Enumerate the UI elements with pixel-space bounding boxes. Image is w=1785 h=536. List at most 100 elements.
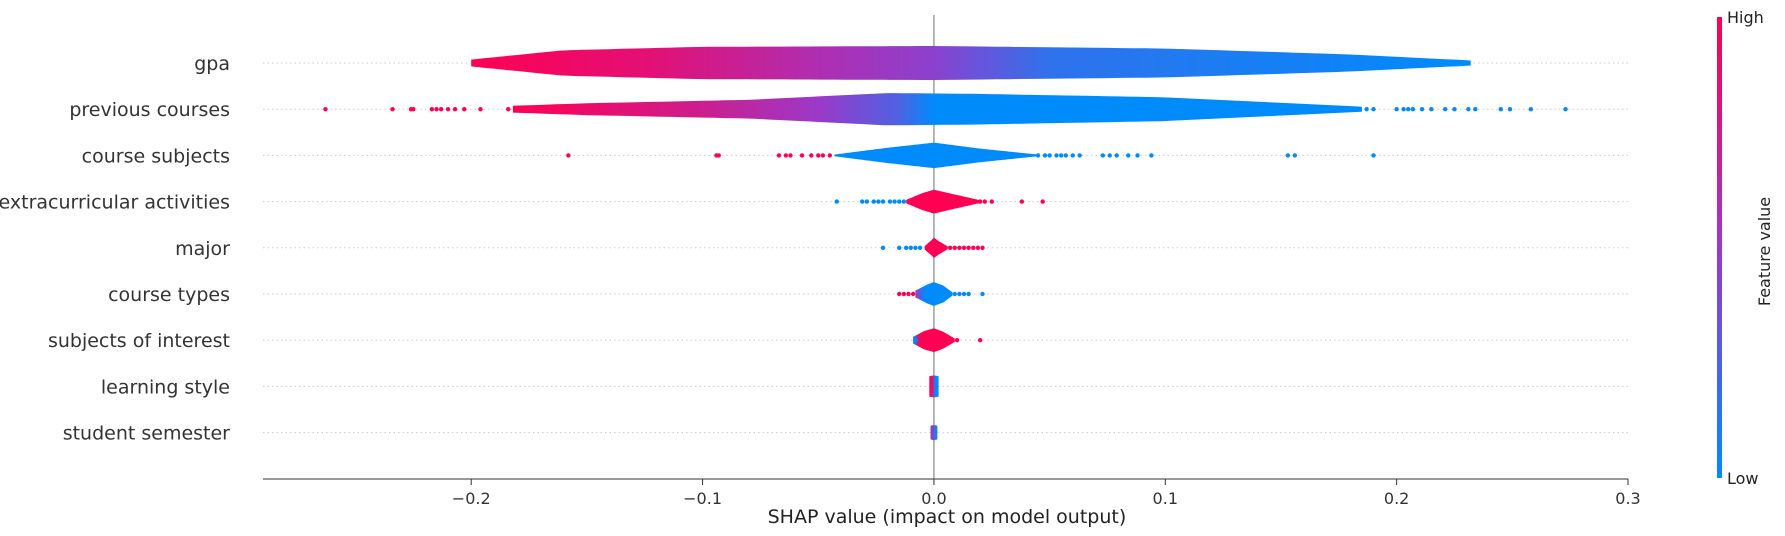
outlier-point: [1364, 107, 1369, 112]
outlier-point: [1371, 107, 1376, 112]
outlier-point: [783, 153, 789, 158]
outlier-point: [860, 199, 865, 204]
violin-course-types: [915, 282, 953, 306]
outlier-point: [323, 107, 328, 112]
outlier-point: [1114, 153, 1119, 158]
outlier-point: [411, 107, 416, 112]
outlier-points: [323, 107, 1568, 343]
outlier-point: [1394, 107, 1399, 112]
outlier-point: [566, 153, 571, 158]
outlier-point: [438, 107, 444, 112]
feature-label: previous courses: [69, 99, 230, 121]
outlier-point: [1443, 107, 1448, 112]
outlier-point: [897, 291, 902, 297]
outlier-point: [947, 245, 953, 250]
outlier-point: [966, 245, 971, 250]
outlier-point: [897, 199, 902, 204]
outlier-point: [820, 153, 826, 158]
outlier-point: [871, 199, 876, 204]
outlier-point: [952, 245, 957, 250]
outlier-point: [1077, 153, 1082, 158]
outlier-point: [980, 291, 985, 297]
outlier-point: [910, 291, 916, 297]
outlier-point: [799, 153, 805, 158]
outlier-point: [876, 199, 881, 204]
outlier-point: [880, 199, 886, 204]
outlier-point: [1507, 107, 1513, 112]
outlier-point: [1149, 153, 1154, 158]
colorbar-low-label: Low: [1727, 469, 1759, 488]
violins: [471, 46, 1471, 441]
colorbar-gradient: [1717, 17, 1722, 478]
violin-extracurricular-activities: [906, 189, 981, 214]
outlier-point: [892, 199, 897, 204]
feature-label: learning style: [101, 376, 230, 398]
outlier-point: [1419, 107, 1425, 112]
outlier-point: [1070, 153, 1075, 158]
outlier-point: [1135, 153, 1140, 158]
feature-label: course types: [108, 284, 230, 306]
outlier-point: [903, 245, 909, 250]
outlier-point: [1528, 107, 1534, 112]
feature-label: gpa: [194, 53, 230, 75]
outlier-point: [1019, 199, 1025, 204]
outlier-point: [1100, 153, 1106, 158]
outlier-point: [462, 107, 467, 112]
outlier-point: [1063, 153, 1069, 158]
colorbar-title: Feature value: [1755, 197, 1774, 306]
x-ticks: −0.2 −0.1 0.0 0.1 0.2 0.3: [452, 479, 1641, 508]
outlier-point: [1466, 107, 1471, 112]
x-tick-label: −0.2: [452, 489, 491, 508]
colorbar: High Low Feature value: [1717, 8, 1774, 488]
outlier-point: [716, 153, 721, 158]
outlier-point: [1054, 153, 1059, 158]
outlier-point: [1285, 153, 1291, 158]
outlier-point: [788, 153, 793, 158]
outlier-point: [954, 338, 960, 343]
outlier-point: [827, 153, 833, 158]
outlier-point: [1401, 107, 1406, 112]
outlier-point: [957, 291, 962, 297]
outlier-point: [908, 245, 913, 250]
feature-label: student semester: [63, 423, 230, 445]
violin-gpa: [471, 46, 1471, 80]
feature-labels: gpa previous courses course subjects extrac…: [0, 53, 230, 445]
outlier-point: [901, 199, 907, 204]
outlier-point: [1292, 153, 1298, 158]
feature-label: course subjects: [82, 145, 230, 167]
outlier-point: [917, 245, 923, 250]
outlier-point: [887, 199, 893, 204]
outlier-point: [961, 291, 967, 297]
outlier-point: [478, 107, 483, 112]
x-tick-label: 0.1: [1153, 489, 1178, 508]
outlier-point: [906, 291, 911, 297]
outlier-point: [390, 107, 395, 112]
outlier-point: [913, 245, 918, 250]
outlier-point: [901, 291, 907, 297]
outlier-point: [1410, 107, 1416, 112]
outlier-point: [880, 245, 886, 250]
x-tick-label: 0.3: [1615, 489, 1640, 508]
outlier-point: [980, 245, 985, 250]
outlier-point: [957, 245, 962, 250]
outlier-point: [978, 338, 983, 343]
outlier-point: [1058, 153, 1064, 158]
violin-learning-style: [929, 375, 939, 398]
outlier-point: [978, 199, 983, 204]
feature-label: extracurricular activities: [0, 192, 230, 214]
outlier-point: [506, 107, 511, 112]
violin-major: [924, 237, 948, 258]
outlier-point: [1040, 199, 1045, 204]
outlier-point: [1042, 153, 1048, 158]
outlier-point: [1473, 107, 1478, 112]
outlier-point: [1035, 153, 1041, 158]
violin-course-subjects: [834, 142, 1038, 169]
x-tick-label: −0.1: [683, 489, 722, 508]
outlier-point: [1563, 107, 1568, 112]
outlier-point: [975, 245, 981, 250]
outlier-point: [952, 291, 957, 297]
outlier-point: [816, 153, 821, 158]
outlier-point: [961, 245, 967, 250]
outlier-point: [897, 245, 902, 250]
